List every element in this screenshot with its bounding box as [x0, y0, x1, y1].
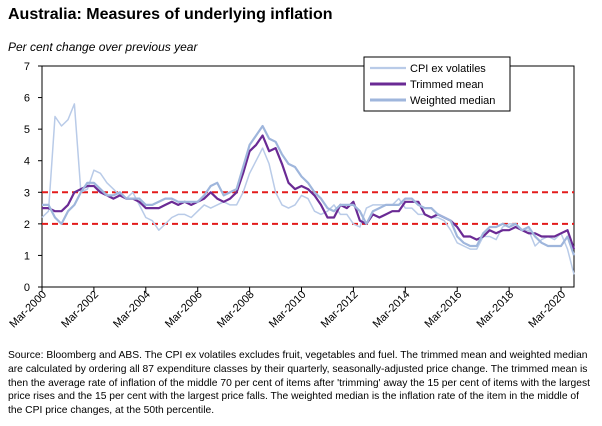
y-tick-label: 6 — [24, 93, 30, 105]
y-axis-unit-label: Per cent change over previous year — [8, 40, 198, 54]
x-tick-label: Mar-2002 — [59, 289, 101, 331]
series-line-cpi-ex-volatiles — [41, 103, 575, 275]
legend-label: CPI ex volatiles — [410, 63, 486, 75]
x-tick-label: Mar-2012 — [319, 289, 361, 331]
chart-title: Australia: Measures of underlying inflat… — [8, 6, 333, 23]
x-tick-label: Mar-2000 — [7, 289, 49, 331]
x-tick-label: Mar-2020 — [526, 289, 568, 331]
legend-label: Trimmed mean — [410, 79, 484, 91]
x-tick-label: Mar-2006 — [163, 289, 205, 331]
x-tick-label: Mar-2014 — [371, 289, 413, 331]
y-tick-label: 4 — [24, 156, 30, 168]
y-tick-label: 5 — [24, 124, 30, 136]
x-tick-label: Mar-2016 — [423, 289, 465, 331]
y-tick-label: 3 — [24, 187, 30, 199]
y-tick-label: 1 — [24, 250, 30, 262]
y-tick-label: 2 — [24, 219, 30, 231]
plot-area — [41, 65, 575, 288]
x-tick-label: Mar-2010 — [267, 289, 309, 331]
series-line-weighted-median — [42, 124, 576, 256]
y-tick-label: 7 — [24, 61, 30, 73]
y-tick-label: 0 — [24, 282, 30, 294]
source-note: Source: Bloomberg and ABS. The CPI ex vo… — [8, 350, 591, 417]
x-tick-label: Mar-2018 — [474, 289, 516, 331]
legend-label: Weighted median — [410, 95, 495, 107]
x-tick-label: Mar-2008 — [215, 289, 257, 331]
x-tick-label: Mar-2004 — [111, 289, 153, 331]
